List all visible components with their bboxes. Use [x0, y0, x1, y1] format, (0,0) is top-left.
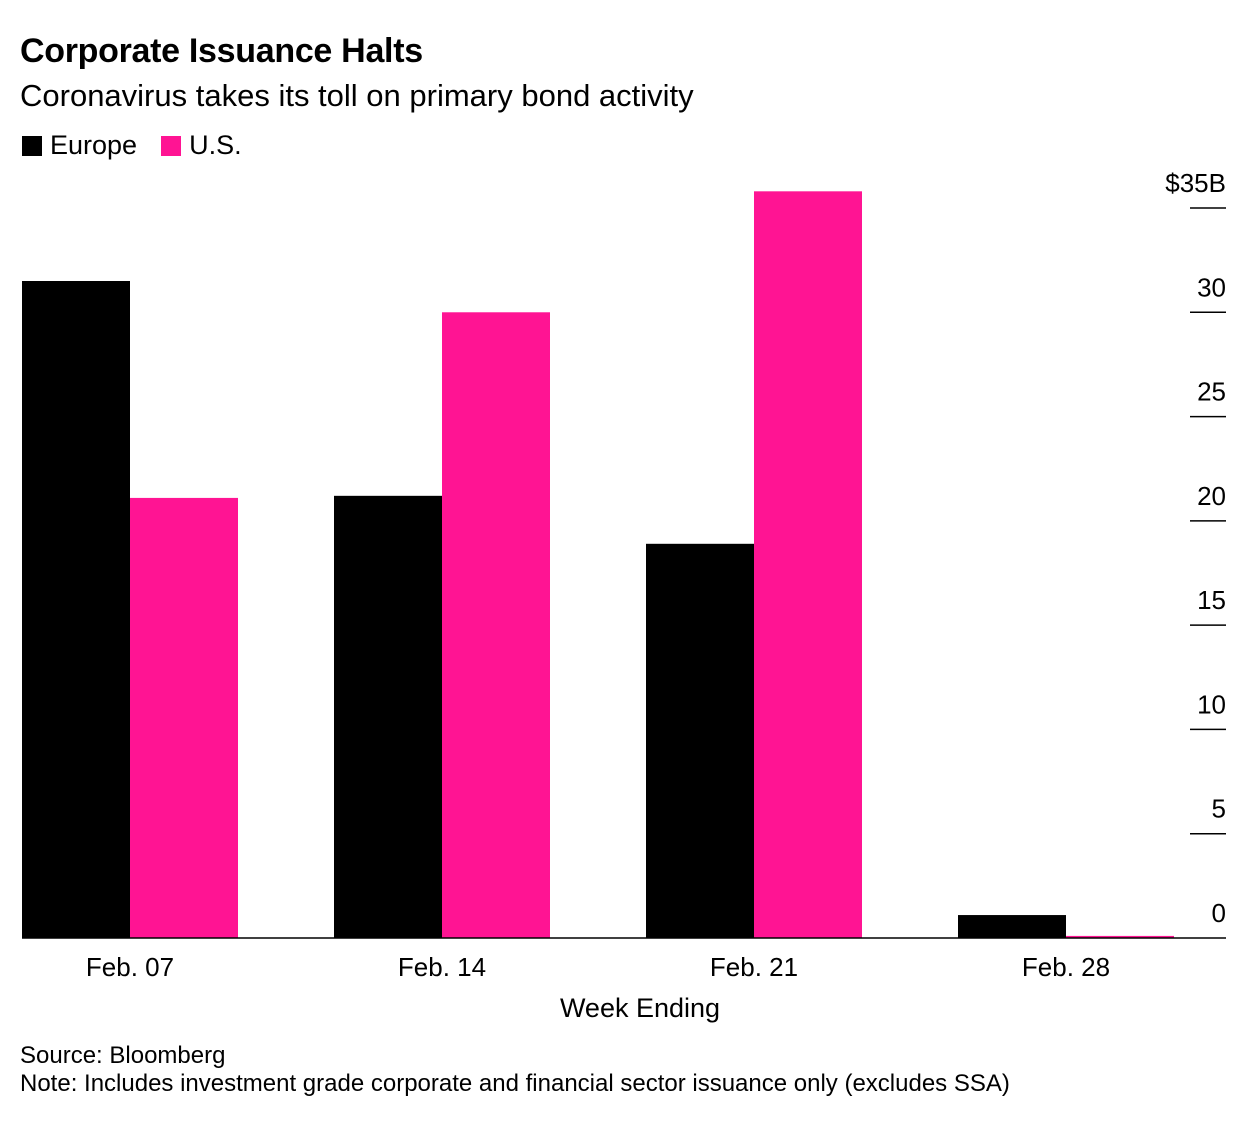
bar-europe-3: [646, 543, 754, 938]
x-tick-label-3: Feb. 21: [710, 952, 798, 982]
legend-label-us: U.S.: [189, 130, 242, 160]
bar-u-s-2: [442, 312, 550, 938]
x-tick-label-4: Feb. 28: [1022, 952, 1110, 982]
y-tick-label-0: 0: [1212, 898, 1226, 928]
bar-u-s-3: [754, 191, 862, 939]
legend-item-us: U.S.: [161, 130, 242, 161]
legend-swatch-europe: [22, 135, 42, 156]
chart-title: Corporate Issuance Halts: [20, 32, 423, 70]
y-tick-label-20: 20: [1197, 481, 1226, 511]
y-tick-label-35: $35B: [1165, 168, 1226, 198]
legend-swatch-us: [161, 135, 182, 156]
bar-u-s-4: [1066, 935, 1174, 938]
footnote: Note: Includes investment grade corporat…: [20, 1070, 1010, 1097]
legend-item-europe: Europe: [22, 130, 137, 161]
bar-europe-2: [334, 495, 442, 938]
y-tick-label-30: 30: [1197, 272, 1226, 302]
y-tick-label-5: 5: [1212, 794, 1226, 824]
x-tick-label-2: Feb. 14: [398, 952, 486, 982]
bar-u-s-1: [130, 497, 238, 938]
chart-subtitle: Coronavirus takes its toll on primary bo…: [20, 78, 694, 113]
y-tick-label-15: 15: [1197, 585, 1226, 615]
legend-label-europe: Europe: [50, 130, 138, 160]
y-tick-label-25: 25: [1197, 377, 1226, 407]
x-axis-title: Week Ending: [560, 993, 720, 1023]
bar-europe-1: [22, 281, 130, 938]
bar-europe-4: [958, 915, 1066, 938]
y-tick-label-10: 10: [1197, 689, 1226, 719]
source-note: Source: Bloomberg: [20, 1042, 226, 1069]
legend: Europe U.S.: [22, 130, 266, 161]
x-tick-label-1: Feb. 07: [86, 952, 174, 982]
